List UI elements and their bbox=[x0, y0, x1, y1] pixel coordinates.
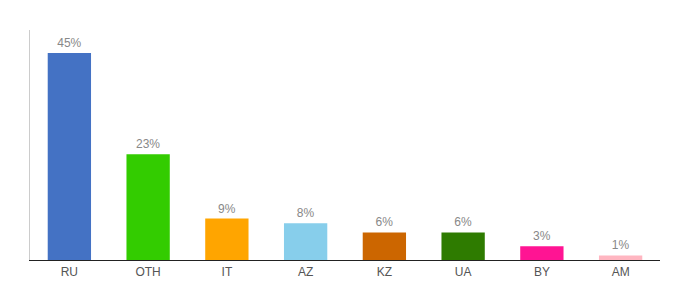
svg-text:9%: 9% bbox=[218, 202, 236, 216]
svg-text:6%: 6% bbox=[376, 215, 394, 229]
svg-text:1%: 1% bbox=[612, 238, 630, 252]
svg-text:45%: 45% bbox=[57, 36, 81, 50]
svg-text:IT: IT bbox=[222, 265, 233, 279]
svg-text:BY: BY bbox=[534, 265, 550, 279]
svg-text:3%: 3% bbox=[533, 229, 551, 243]
svg-text:AM: AM bbox=[612, 265, 630, 279]
svg-text:KZ: KZ bbox=[377, 265, 392, 279]
svg-text:6%: 6% bbox=[454, 215, 472, 229]
svg-text:AZ: AZ bbox=[298, 265, 313, 279]
svg-text:OTH: OTH bbox=[135, 265, 160, 279]
svg-text:UA: UA bbox=[455, 265, 472, 279]
svg-text:8%: 8% bbox=[297, 206, 315, 220]
svg-text:23%: 23% bbox=[136, 137, 160, 151]
svg-text:RU: RU bbox=[61, 265, 78, 279]
